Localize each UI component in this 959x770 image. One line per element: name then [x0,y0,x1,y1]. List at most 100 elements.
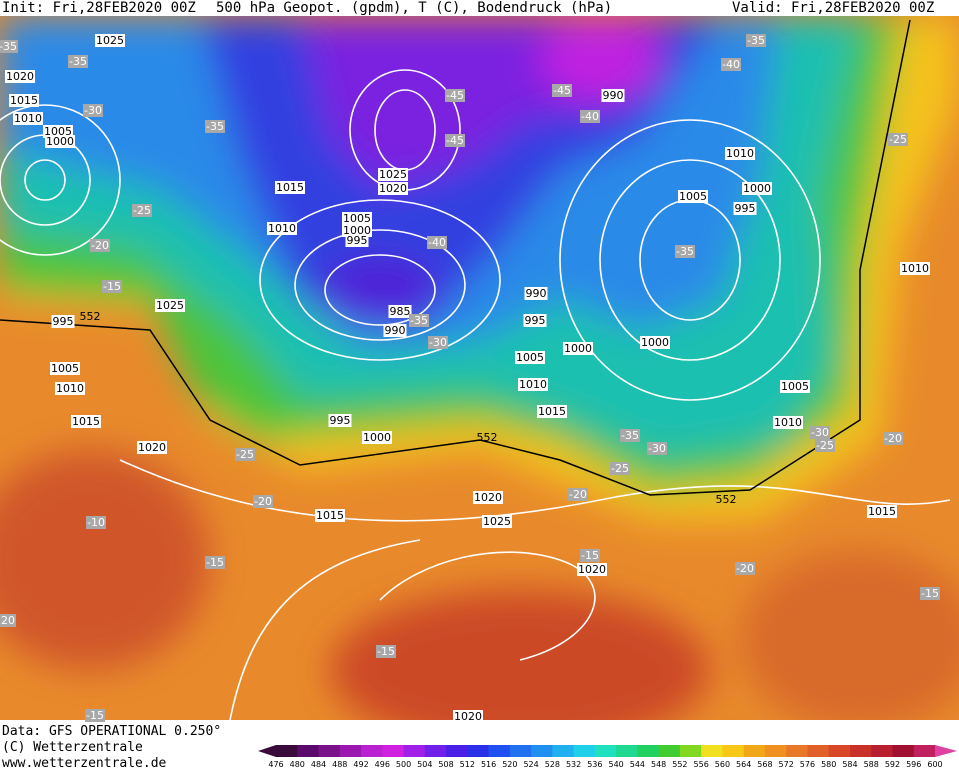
isobar-label: 995 [330,414,351,427]
isobar-label-box [50,362,80,375]
temperature-label-box [920,587,940,600]
isobar-label-box [275,181,305,194]
temperature-label-box [86,516,106,529]
temperature-label: -30 [648,442,666,455]
colorbar-swatch [467,745,490,757]
isobar-label-box [577,563,607,576]
temperature-label-box [205,556,225,569]
isobar-label-box [678,190,708,203]
contour-label: 552 [477,431,498,444]
temperature-label-box [376,645,396,658]
colorbar-label: 496 [375,760,390,769]
colorbar-swatch [679,745,702,757]
colorbar-swatch [276,745,298,757]
isobar-label: 990 [603,89,624,102]
temperature-label: -35 [676,245,694,258]
colorbar-label: 584 [842,760,857,769]
colorbar-swatch [403,745,426,757]
isobar-label-box [342,224,372,237]
temperature-label: -25 [889,133,907,146]
colorbar-label: 552 [672,760,687,769]
contour-label: 552 [716,493,737,506]
isobar-label-box [55,382,85,395]
isobar-label-box [601,89,625,102]
colorbar-label: 536 [587,760,602,769]
temperature-label: -15 [377,645,395,658]
isobar-label: 1005 [51,362,79,375]
isobar-label-box [5,70,35,83]
isobar-label-box [725,147,755,160]
colorbar-swatch [424,745,447,757]
temperature-label-box [888,133,908,146]
isobar-label-box [155,299,185,312]
isobar-label-box [362,431,392,444]
temperature-label: -35 [206,120,224,133]
isobar-label: 985 [390,305,411,318]
colorbar-label: 580 [821,760,836,769]
copyright: (C) Wetterzentrale [2,740,143,755]
colorbar-label: 544 [630,760,645,769]
temperature-label-box [205,120,225,133]
temperature-label: -25 [611,462,629,475]
temperature-label-box [746,34,766,47]
isobar-label: 1010 [268,222,296,235]
isobar-label-box [900,262,930,275]
temperature-label: -45 [446,89,464,102]
colorbar-swatch [382,745,405,757]
colorbar-swatch [637,745,660,757]
temperature-label-box [83,104,103,117]
isobar-label: 1000 [743,182,771,195]
colorbar-swatch [892,745,915,757]
isobar-label: 1025 [483,515,511,528]
colorbar-label: 512 [460,760,475,769]
isobar-label-box [51,315,75,328]
isobar-label: 1025 [379,168,407,181]
isobar-label: 1000 [343,224,371,237]
isobar-label: 1020 [138,441,166,454]
temperature-label-box [883,432,903,445]
colorbar-swatch [722,745,745,757]
colorbar-label: 592 [885,760,900,769]
isobar-label: 1015 [538,405,566,418]
isobar-label-box [9,94,39,107]
colorbar-label: 520 [502,760,517,769]
colorbar-label: 480 [290,760,305,769]
url: www.wetterzentrale.de [2,756,167,770]
colorbar-label: 564 [736,760,751,769]
temperature-label: -30 [84,104,102,117]
isobar-label: 1025 [96,34,124,47]
isobar-label: 1015 [868,505,896,518]
temperature-label: -20 [569,488,587,501]
isobar-label-box [388,305,412,318]
isobar-label-box [523,314,547,327]
temperature-label: -15 [103,280,121,293]
temperature-label: -15 [206,556,224,569]
colorbar-swatch [743,745,766,757]
isobar-label-box [328,414,352,427]
colorbar-swatch [828,745,851,757]
isobar-label-box [524,287,548,300]
colorbar-label: 476 [268,760,283,769]
isobar-label-box [13,112,43,125]
temperature-label: -45 [446,134,464,147]
temperature-label: -35 [0,40,17,53]
colorbar-swatch [807,745,830,757]
isobar-label-box [733,202,757,215]
colorbar-label: 588 [864,760,879,769]
valid-label: Valid: Fri,28FEB2020 00Z [732,0,934,16]
isobar-label-box [315,509,345,522]
isobar-label-box [537,405,567,418]
isobar-label: 1020 [474,491,502,504]
colorbar-swatch [446,745,468,757]
temperature-label: -20 [91,239,109,252]
temperature-label-box [810,426,830,439]
isobar-label: 1010 [519,378,547,391]
temperature-label: -10 [87,516,105,529]
temperature-label-box [675,245,695,258]
temperature-label-box [721,58,741,71]
isobar-label: 1005 [44,125,72,138]
temperature-label-box [815,439,835,452]
colorbar-label: 484 [311,760,326,769]
temperature-label: -40 [581,110,599,123]
